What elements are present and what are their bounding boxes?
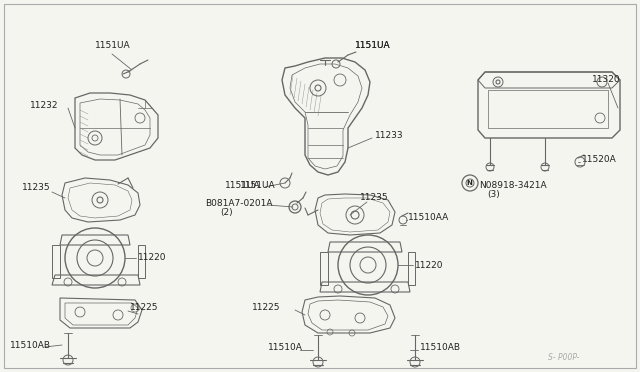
Text: 1151UA: 1151UA [355,41,390,49]
Text: 11510A: 11510A [268,343,303,353]
Text: 11510AB: 11510AB [420,343,461,353]
Text: N08918-3421A: N08918-3421A [479,180,547,189]
Text: 1151UA: 1151UA [225,180,260,189]
Text: 11235: 11235 [360,193,388,202]
Text: 11220: 11220 [415,260,444,269]
Text: 11220: 11220 [138,253,166,263]
Text: 11235: 11235 [22,183,51,192]
Text: 1151UA: 1151UA [240,180,276,189]
Text: S- P00P-: S- P00P- [548,353,579,362]
Text: B081A7-0201A: B081A7-0201A [205,199,273,208]
Bar [488,90,608,128]
Text: 11320: 11320 [592,76,621,84]
Text: 11510AB: 11510AB [10,340,51,350]
Text: N: N [466,180,472,186]
Text: 11232: 11232 [30,100,58,109]
Text: (3): (3) [487,190,500,199]
Text: (2): (2) [220,208,232,218]
Text: 11520A: 11520A [582,155,617,164]
Text: 11233: 11233 [375,131,404,140]
Text: 1151UA: 1151UA [95,42,131,51]
Text: 11225: 11225 [130,304,159,312]
Text: 11510AA: 11510AA [408,214,449,222]
Text: 1151UA: 1151UA [355,41,390,49]
Text: 11225: 11225 [252,304,280,312]
